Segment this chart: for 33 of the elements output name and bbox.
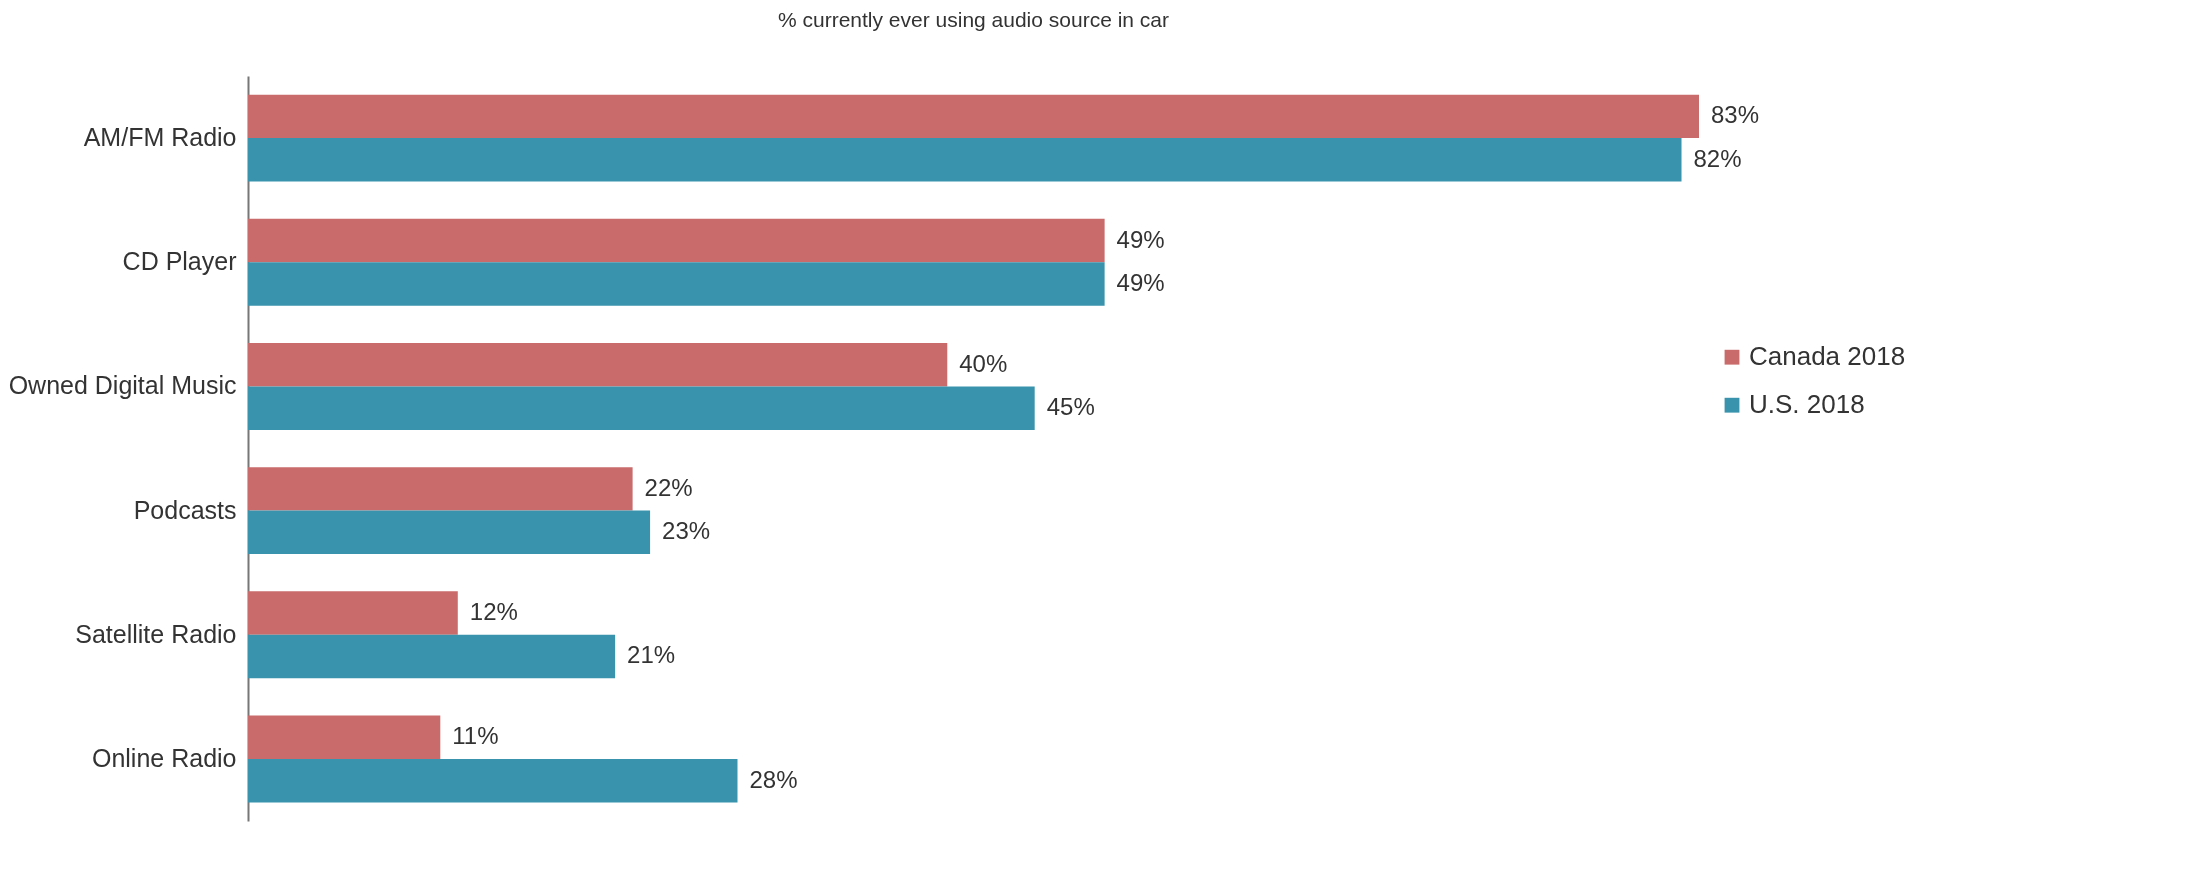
data-label: 40%	[959, 349, 1008, 377]
data-label: 22%	[644, 473, 693, 501]
bar	[248, 715, 441, 759]
data-label: 28%	[749, 765, 798, 793]
bar	[248, 218, 1105, 263]
bar	[248, 94, 1699, 139]
data-label: 82%	[1693, 144, 1742, 172]
bar	[248, 634, 616, 679]
data-label: 49%	[1116, 225, 1165, 253]
data-label: 12%	[469, 598, 518, 626]
bar	[248, 138, 1682, 182]
legend-label: Canada 2018	[1749, 341, 1906, 372]
bar	[248, 591, 458, 635]
data-label: 11%	[452, 722, 499, 750]
y-tick-label: Podcasts	[133, 495, 237, 524]
legend-label: U.S. 2018	[1749, 389, 1865, 420]
y-tick-label: Owned Digital Music	[8, 371, 237, 400]
y-tick-label: AM/FM Radio	[83, 123, 237, 152]
data-label: 45%	[1046, 393, 1095, 421]
chart-title: % currently ever using audio source in car	[777, 8, 1170, 31]
y-tick-label: CD Player	[122, 247, 237, 276]
bar	[248, 510, 651, 555]
data-label: 83%	[1711, 101, 1760, 129]
bar	[248, 262, 1105, 306]
bar	[248, 386, 1035, 430]
data-label: 23%	[662, 517, 711, 545]
bar	[248, 758, 738, 803]
data-label: 49%	[1116, 268, 1165, 296]
data-label: 21%	[627, 641, 676, 669]
bar	[248, 467, 633, 511]
y-tick-label: Online Radio	[91, 743, 237, 772]
bar	[248, 342, 948, 387]
y-tick-label: Satellite Radio	[75, 619, 237, 648]
